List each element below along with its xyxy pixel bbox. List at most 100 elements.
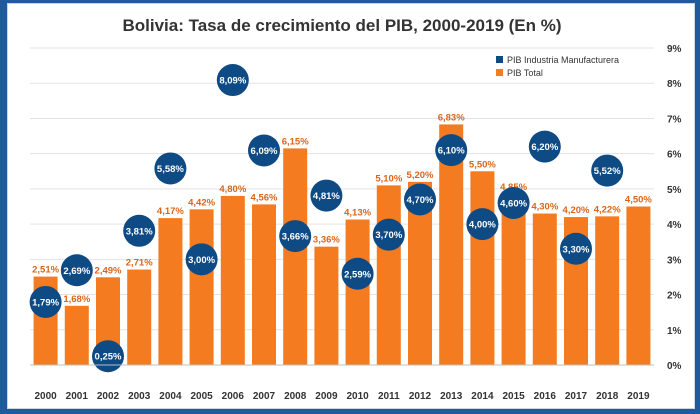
circle-point <box>154 152 187 185</box>
x-tick-label: 2006 <box>222 391 245 402</box>
bar-data-label: 3,36% <box>313 235 340 246</box>
circle-data-label: 4,00% <box>469 220 496 231</box>
bar <box>345 219 370 365</box>
circle-data-label: 4,70% <box>407 195 434 206</box>
bar-data-label: 4,56% <box>251 192 278 203</box>
x-tick-label: 2009 <box>315 391 338 402</box>
bar-data-label: 2,51% <box>32 265 59 276</box>
bar <box>376 185 401 365</box>
bar <box>127 269 152 365</box>
circle-data-label: 6,09% <box>251 146 278 157</box>
circle-point <box>497 186 530 219</box>
bar-data-label: 4,50% <box>625 195 652 206</box>
x-tick-label: 2013 <box>440 391 463 402</box>
circle-data-label: 6,20% <box>531 142 558 153</box>
y-tick-label: 9% <box>667 44 682 55</box>
x-tick-label: 2017 <box>565 391 588 402</box>
bar <box>595 216 620 365</box>
circle-data-label: 6,10% <box>438 146 465 157</box>
bar <box>220 195 245 365</box>
bar-data-label: 6,83% <box>438 112 465 123</box>
bar <box>314 246 339 365</box>
x-tick-label: 2003 <box>128 391 151 402</box>
y-tick-label: 5% <box>667 185 682 196</box>
circle-data-label: 5,58% <box>157 164 184 175</box>
circle-point <box>466 208 499 241</box>
circle-data-label: 3,30% <box>563 244 590 255</box>
circle-data-label: 2,59% <box>344 269 371 280</box>
bar-data-label: 1,68% <box>63 294 90 305</box>
legend: PIB Industria Manufacturera PIB Total <box>496 55 619 78</box>
y-tick-label: 3% <box>667 255 682 266</box>
circle-data-label: 3,00% <box>188 255 215 266</box>
x-tick-label: 2008 <box>284 391 307 402</box>
x-tick-label: 2001 <box>66 391 89 402</box>
bar-data-label: 4,30% <box>531 202 558 213</box>
circle-data-label: 0,25% <box>95 352 122 363</box>
bar <box>158 218 183 365</box>
circle-data-label: 2,69% <box>63 266 90 277</box>
circle-point <box>560 232 592 265</box>
bar-data-label: 5,50% <box>469 159 496 170</box>
legend-label-total: PIB Total <box>507 68 543 78</box>
y-tick-label: 0% <box>667 361 682 372</box>
chart-frame: Bolivia: Tasa de crecimiento del PIB, 20… <box>7 3 695 409</box>
circle-point <box>185 243 218 276</box>
circle-point <box>591 154 624 187</box>
bar-data-label: 2,71% <box>126 258 153 269</box>
circle-point <box>341 257 374 290</box>
bar-data-label: 5,20% <box>407 170 434 181</box>
x-tick-label: 2012 <box>409 391 432 402</box>
circle-point <box>123 214 156 247</box>
bar-data-label: 4,20% <box>563 205 590 216</box>
bar-data-label: 5,10% <box>375 173 402 184</box>
circle-data-label: 4,81% <box>313 191 340 202</box>
bar-data-label: 4,80% <box>219 184 246 195</box>
y-tick-label: 2% <box>667 291 682 302</box>
x-tick-label: 2010 <box>346 391 369 402</box>
bar-data-label: 4,13% <box>344 208 371 219</box>
x-tick-label: 2007 <box>253 391 276 402</box>
circle-point <box>29 285 62 318</box>
x-tick-label: 2000 <box>34 391 57 402</box>
bar <box>64 305 89 365</box>
bar-data-label: 4,17% <box>157 206 184 217</box>
circle-series: 1,79% 2,69% 0,25% 3,81% 5,58% 3,00% 8,09% 6,09%… <box>29 64 624 373</box>
bar <box>189 209 214 365</box>
y-tick-label: 7% <box>667 114 682 125</box>
legend-swatch-total <box>496 69 503 76</box>
y-axis: 0% 1% 2% 3% 4% 5% 6% 7% 8% 9% <box>667 44 682 372</box>
x-axis: 2000 2001 2002 2003 2004 2005 2006 2007 2008 2009… <box>30 364 654 402</box>
legend-swatch-industria <box>496 56 503 63</box>
y-tick-label: 1% <box>667 326 682 337</box>
circle-point <box>435 134 468 167</box>
circle-point <box>92 340 124 373</box>
chart-svg: Bolivia: Tasa de crecimiento del PIB, 20… <box>29 16 682 402</box>
circle-data-label: 5,52% <box>594 166 621 177</box>
circle-point <box>528 130 561 163</box>
x-tick-label: 2004 <box>159 391 182 402</box>
x-tick-label: 2014 <box>471 391 494 402</box>
y-tick-label: 6% <box>667 150 682 161</box>
x-tick-label: 2002 <box>97 391 120 402</box>
grid-layer <box>30 47 654 366</box>
bar <box>626 206 651 365</box>
circle-data-label: 3,70% <box>375 230 402 241</box>
circle-data-label: 8,09% <box>219 76 246 87</box>
bar-data-label: 4,22% <box>594 204 621 215</box>
circle-point <box>248 134 280 167</box>
x-tick-label: 2019 <box>627 391 650 402</box>
bar <box>252 204 276 365</box>
bar-data-label: 4,42% <box>188 197 215 208</box>
circle-point <box>279 220 312 253</box>
bar-data-label: 2,49% <box>95 265 122 276</box>
x-tick-label: 2015 <box>502 391 525 402</box>
circle-data-label: 1,79% <box>32 297 59 308</box>
legend-label-industria: PIB Industria Manufacturera <box>507 55 619 65</box>
circle-point <box>404 183 436 216</box>
y-tick-label: 8% <box>667 79 682 90</box>
x-tick-label: 2016 <box>534 391 557 402</box>
circle-data-label: 4,60% <box>500 198 527 209</box>
circle-data-label: 3,66% <box>282 232 309 243</box>
circle-point <box>372 218 405 251</box>
